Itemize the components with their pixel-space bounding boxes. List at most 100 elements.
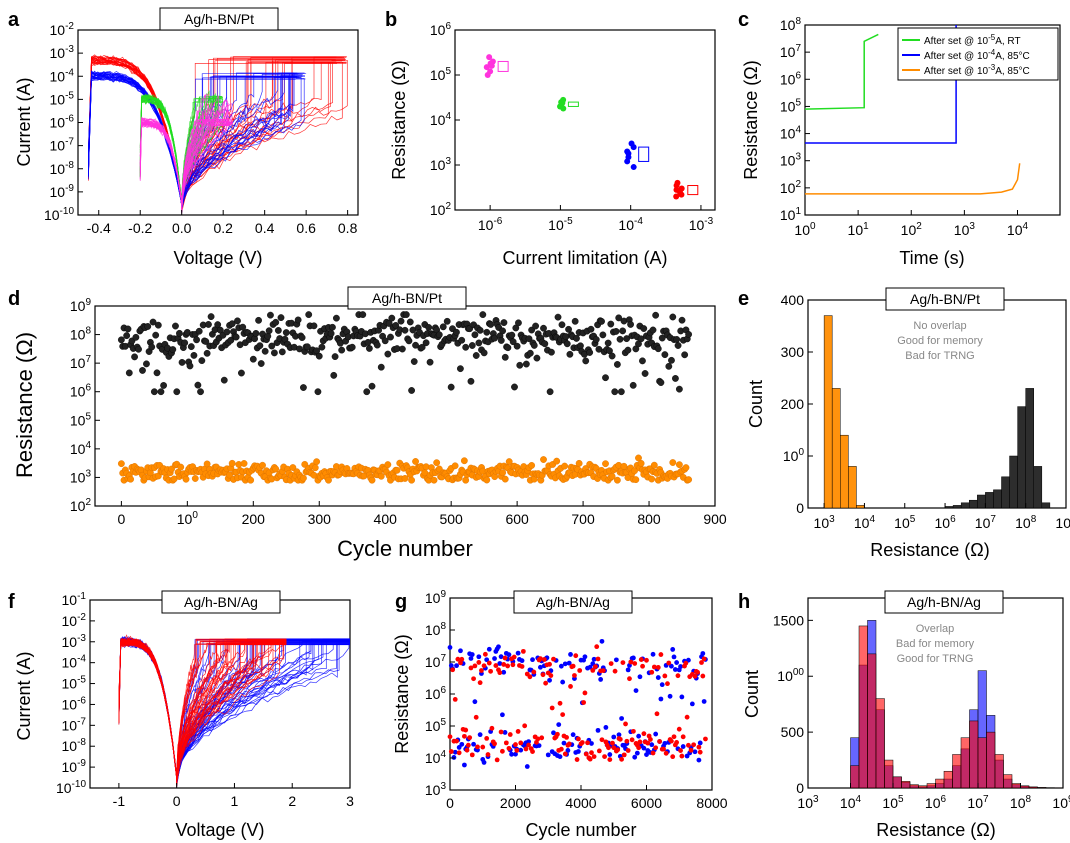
point-black xyxy=(255,316,262,324)
point-orange xyxy=(117,460,125,468)
iv-curve-blue xyxy=(88,76,298,211)
point-black xyxy=(135,345,142,353)
point-black xyxy=(665,362,673,370)
point-black xyxy=(401,326,409,334)
point-black xyxy=(619,327,627,335)
point-black xyxy=(654,345,662,353)
y-tick-label: 400 xyxy=(781,292,805,308)
point-red xyxy=(484,736,490,741)
point-black xyxy=(563,340,571,348)
point-red xyxy=(454,738,459,744)
box-red xyxy=(687,185,699,196)
point-red xyxy=(658,652,664,657)
point-blue xyxy=(458,648,463,654)
point-blue xyxy=(536,743,542,748)
point-blue xyxy=(589,741,594,746)
point-red xyxy=(507,732,513,737)
point-red xyxy=(492,741,497,747)
x-tick-label: 0 xyxy=(117,511,125,527)
point-red xyxy=(678,191,685,198)
point-blue xyxy=(469,652,475,657)
point-black xyxy=(300,384,307,391)
point-red xyxy=(674,179,681,186)
point-red xyxy=(482,651,488,657)
point-blue xyxy=(637,674,643,680)
panel-b-points xyxy=(483,54,699,200)
point-blue xyxy=(591,656,597,662)
x-tick-label: 0 xyxy=(173,793,181,809)
point-red xyxy=(651,664,657,670)
point-red xyxy=(518,740,524,746)
bar-red xyxy=(1011,783,1021,789)
y-tick-label: 108 xyxy=(425,621,447,638)
point-orange xyxy=(483,476,491,484)
point-black xyxy=(669,313,677,321)
point-black xyxy=(678,316,686,324)
point-red xyxy=(663,750,669,756)
x-tick-label: 103 xyxy=(797,794,819,811)
point-red xyxy=(486,660,492,666)
y-tick-label: 10-4 xyxy=(62,654,87,671)
point-black xyxy=(303,343,311,351)
point-blue xyxy=(561,740,567,746)
y-tick-label: 0 xyxy=(796,500,804,516)
point-red xyxy=(595,656,601,662)
bar-red xyxy=(1028,786,1038,789)
point-red xyxy=(686,742,691,748)
y-tick-label: 1000 xyxy=(777,667,804,684)
point-blue xyxy=(481,760,487,765)
point-blue xyxy=(598,677,604,682)
point-orange xyxy=(669,459,677,466)
point-red xyxy=(520,648,526,654)
point-orange xyxy=(561,462,569,470)
y-tick-label: 500 xyxy=(781,724,805,740)
point-black xyxy=(198,357,206,365)
legend-label-green: After set @ 10-5A, RT xyxy=(924,33,1021,47)
point-black xyxy=(181,339,189,347)
point-red xyxy=(570,663,576,669)
point-red xyxy=(480,744,486,750)
point-black xyxy=(457,365,464,373)
point-red xyxy=(566,741,572,747)
point-black xyxy=(277,314,285,322)
point-blue xyxy=(613,657,619,663)
point-red xyxy=(562,751,568,757)
point-black xyxy=(426,358,434,366)
point-black xyxy=(602,374,609,382)
point-red xyxy=(564,734,569,740)
line-orange xyxy=(805,163,1021,195)
point-blue xyxy=(471,741,476,747)
point-blue xyxy=(655,675,661,680)
point-blue xyxy=(582,654,588,660)
point-black xyxy=(509,338,517,346)
point-black xyxy=(368,382,376,390)
point-red xyxy=(654,711,660,717)
point-orange xyxy=(393,466,401,474)
point-red xyxy=(662,673,668,679)
point-blue xyxy=(502,730,508,735)
point-orange xyxy=(203,460,211,468)
point-black xyxy=(327,330,335,337)
x-tick-label: 102 xyxy=(901,221,923,238)
point-red xyxy=(629,737,635,743)
y-tick-label: 108 xyxy=(780,16,802,33)
bar-black xyxy=(944,506,954,509)
point-blue xyxy=(486,646,492,652)
point-black xyxy=(143,360,150,368)
panel-a: a -0.4 -0.2 0.0 0.2 0.4 0.6 0.8 10-1010-910-81… xyxy=(8,7,359,268)
point-blue xyxy=(653,731,659,737)
point-orange xyxy=(259,461,266,469)
point-black xyxy=(298,334,306,341)
point-orange xyxy=(460,457,468,465)
point-blue xyxy=(515,650,521,656)
point-red xyxy=(531,669,537,675)
panel-d-y-ticks: 102 103 104 105 106 107 108 109 xyxy=(70,297,100,514)
point-red xyxy=(462,733,467,739)
iv-curve-red xyxy=(118,643,287,783)
point-red xyxy=(543,680,549,686)
point-black xyxy=(220,376,228,384)
point-blue xyxy=(633,688,639,693)
point-black xyxy=(637,335,645,343)
point-red xyxy=(628,659,634,665)
point-black xyxy=(274,327,282,334)
